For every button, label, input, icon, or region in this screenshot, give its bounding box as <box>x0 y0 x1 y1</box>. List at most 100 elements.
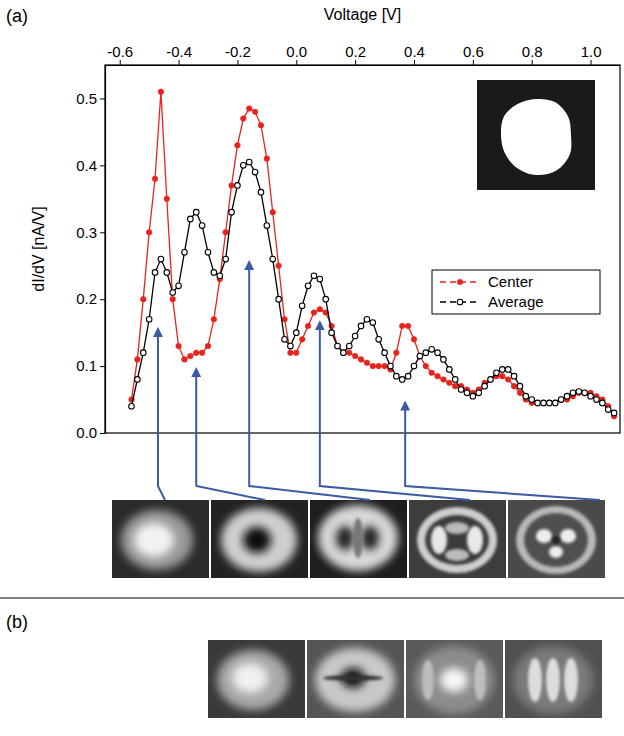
legend-label: Center <box>488 273 533 290</box>
data-point <box>235 142 241 148</box>
x-axis-line <box>106 65 621 66</box>
map-background <box>505 640 602 718</box>
plot-frame <box>105 65 620 433</box>
data-point <box>535 400 541 406</box>
data-point <box>364 360 370 366</box>
legend-marker <box>457 279 463 285</box>
data-point <box>423 363 429 369</box>
y-tick-label: 0.4 <box>76 157 97 174</box>
data-point <box>223 229 229 235</box>
y-tick-mark <box>100 433 105 434</box>
data-point <box>441 357 447 363</box>
data-point <box>576 389 582 395</box>
inset-background <box>477 80 595 190</box>
data-point <box>499 367 505 373</box>
x-tick-mark <box>296 60 297 65</box>
data-point <box>447 380 453 386</box>
series-markers <box>129 159 617 416</box>
data-point <box>182 250 188 256</box>
map-arrow <box>249 262 370 500</box>
y-tick: 0.5 <box>76 90 105 107</box>
data-point <box>547 400 553 406</box>
inset-image <box>477 80 595 190</box>
data-point <box>511 383 517 389</box>
map-feature <box>232 663 268 693</box>
data-point <box>235 183 241 189</box>
data-point <box>435 350 441 356</box>
inset-blob <box>501 99 571 175</box>
data-point <box>582 390 588 396</box>
map-image <box>112 500 209 578</box>
map-feature <box>315 648 395 712</box>
map-arrow <box>196 369 265 500</box>
data-point <box>146 229 152 235</box>
data-point <box>229 209 235 215</box>
data-point <box>188 216 194 222</box>
data-point <box>394 350 400 356</box>
map-feature <box>336 526 354 550</box>
data-point <box>552 400 558 406</box>
data-point <box>346 350 352 356</box>
y-axis: 0.00.10.20.30.40.5 <box>76 66 105 442</box>
data-point <box>600 400 606 406</box>
map-image <box>307 640 404 718</box>
data-point <box>170 296 176 302</box>
figure: (a)-0.6-0.4-0.20.00.20.40.60.81.0Voltage… <box>0 0 624 736</box>
data-point <box>335 343 341 349</box>
map-arrow <box>320 322 470 500</box>
y-tick: 0.2 <box>76 290 105 307</box>
x-tick-mark <box>237 60 238 65</box>
data-point <box>482 383 488 389</box>
data-point <box>399 377 405 383</box>
data-point <box>205 250 211 256</box>
map-background <box>211 500 308 578</box>
data-point <box>352 333 358 339</box>
x-axis-title: Voltage [V] <box>324 6 401 23</box>
panel-label: (b) <box>6 612 28 632</box>
map-feature <box>560 529 576 543</box>
data-point <box>341 350 347 356</box>
data-point <box>170 290 176 296</box>
data-point <box>582 390 588 396</box>
data-point <box>129 403 135 409</box>
legend-marker <box>457 299 463 305</box>
data-point <box>541 400 547 406</box>
data-point <box>246 106 252 112</box>
map-feature <box>516 506 596 574</box>
map-image <box>505 640 602 718</box>
data-point <box>140 296 146 302</box>
data-point <box>152 176 158 182</box>
y-tick: 0.0 <box>76 424 105 441</box>
data-point <box>211 270 217 276</box>
x-tick-mark <box>473 60 474 65</box>
data-point <box>570 390 576 396</box>
data-point <box>605 407 611 413</box>
data-point <box>193 350 199 356</box>
plot-area <box>129 89 617 419</box>
data-point <box>217 273 223 279</box>
map-feature <box>431 526 447 554</box>
data-point <box>552 400 558 406</box>
data-point <box>594 397 600 403</box>
map-feature <box>353 518 363 558</box>
map-background <box>508 500 605 578</box>
x-tick-mark <box>179 60 180 65</box>
data-point <box>329 330 335 336</box>
data-point <box>246 159 252 165</box>
data-point <box>311 273 317 279</box>
data-point <box>282 316 288 322</box>
data-point <box>299 337 305 343</box>
data-point <box>164 196 170 202</box>
data-point <box>293 350 299 356</box>
data-point <box>494 370 500 376</box>
y-tick: 0.4 <box>76 157 105 174</box>
map-image <box>406 640 503 718</box>
map-arrow <box>405 403 600 500</box>
x-tick-label: 0.8 <box>522 43 543 60</box>
series-line <box>131 162 614 413</box>
data-point <box>258 189 264 195</box>
data-point <box>288 343 294 349</box>
data-point <box>588 393 594 399</box>
data-point <box>188 353 194 359</box>
data-point <box>452 377 458 383</box>
